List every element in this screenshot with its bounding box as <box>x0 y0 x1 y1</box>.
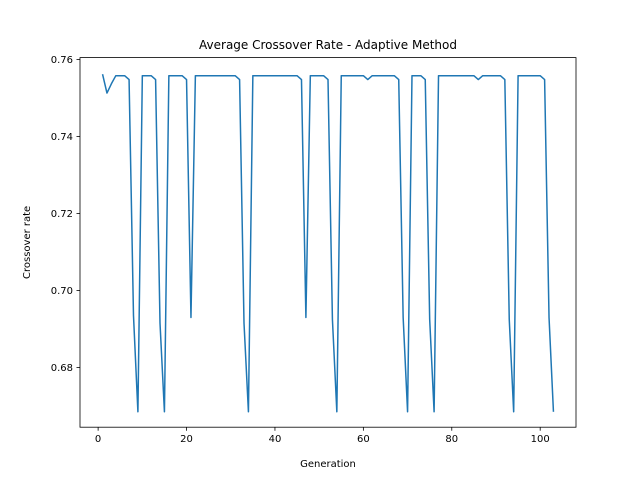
chart-title: Average Crossover Rate - Adaptive Method <box>199 38 457 52</box>
y-tick-label: 0.76 <box>51 55 73 66</box>
y-axis-label: Crossover rate <box>22 206 33 279</box>
x-tick-label: 0 <box>95 434 101 445</box>
y-axis-ticks: 0.68 0.70 0.72 0.74 0.76 <box>51 55 80 374</box>
plot-marks <box>101 73 555 413</box>
y-tick-label: 0.74 <box>51 132 73 143</box>
x-tick-label: 100 <box>531 434 550 445</box>
x-axis-ticks: 0 20 40 60 80 100 <box>95 427 550 445</box>
x-tick-label: 60 <box>357 434 370 445</box>
y-tick-label: 0.72 <box>51 209 73 220</box>
plot-frame <box>79 57 577 428</box>
y-tick-label: 0.70 <box>51 286 73 297</box>
x-axis-label: Generation <box>300 459 356 470</box>
x-tick-label: 80 <box>445 434 458 445</box>
x-tick-label: 40 <box>269 434 282 445</box>
series-line-0 <box>101 73 555 413</box>
y-tick-label: 0.68 <box>51 363 73 374</box>
x-tick-label: 20 <box>180 434 193 445</box>
